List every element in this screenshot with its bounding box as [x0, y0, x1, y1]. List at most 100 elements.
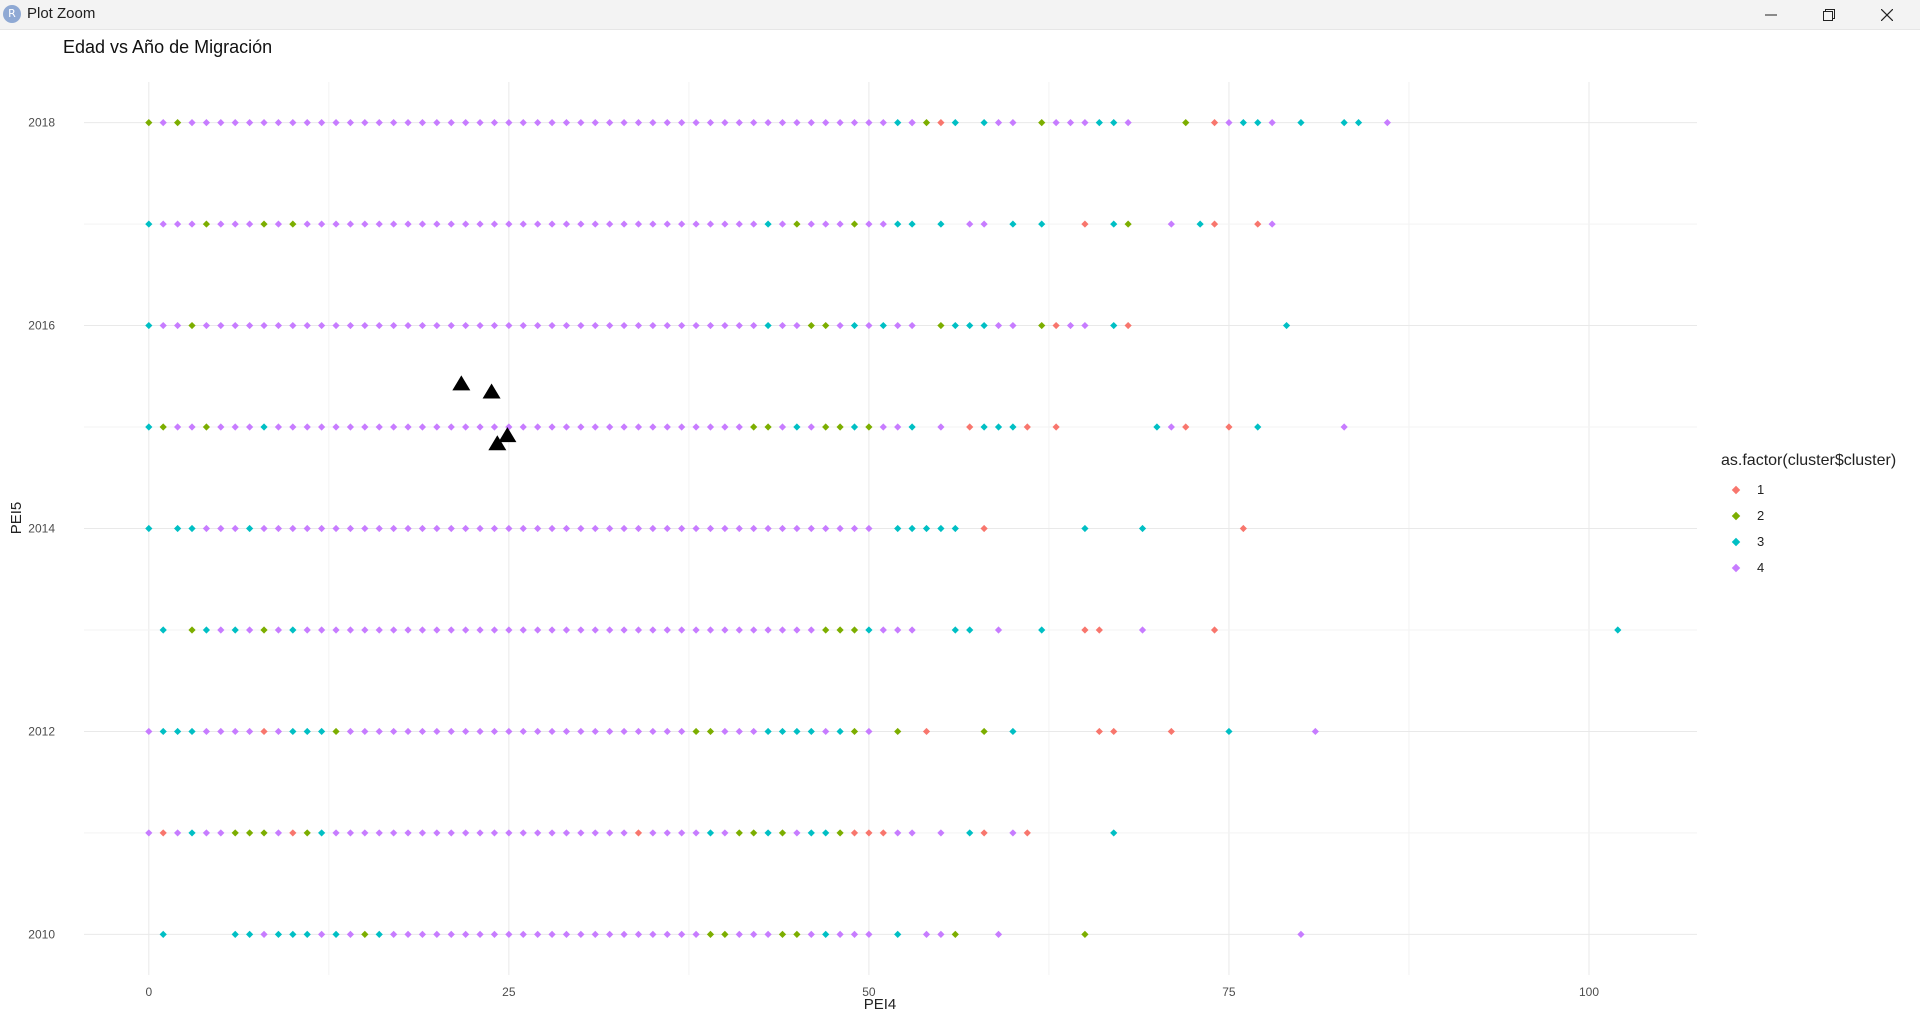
- point-cluster-4: [346, 220, 355, 228]
- point-cluster-2: [188, 321, 196, 330]
- point-cluster-4: [548, 220, 556, 228]
- point-cluster-3: [778, 727, 787, 736]
- point-cluster-4: [649, 524, 657, 533]
- point-cluster-4: [447, 220, 455, 228]
- point-cluster-4: [620, 829, 628, 837]
- point-cluster-2: [980, 727, 988, 736]
- point-cluster-4: [620, 220, 628, 228]
- point-cluster-4: [534, 626, 542, 634]
- legend-label: 3: [1757, 534, 1765, 549]
- point-cluster-2: [332, 727, 340, 736]
- point-cluster-4: [390, 930, 398, 939]
- point-cluster-4: [994, 321, 1003, 330]
- point-cluster-4: [346, 626, 355, 634]
- point-cluster-4: [490, 524, 499, 533]
- point-cluster-4: [534, 829, 542, 837]
- point-cluster-4: [649, 829, 657, 837]
- point-cluster-1: [966, 423, 974, 431]
- point-cluster-4: [361, 727, 369, 736]
- point-cluster-4: [663, 727, 671, 736]
- point-cluster-1: [1254, 220, 1262, 228]
- point-cluster-4: [678, 220, 686, 228]
- point-cluster-4: [908, 626, 916, 634]
- point-cluster-4: [361, 524, 369, 533]
- point-cluster-4: [361, 829, 369, 837]
- point-cluster-4: [418, 626, 427, 634]
- point-cluster-4: [418, 220, 427, 228]
- point-cluster-4: [303, 220, 311, 228]
- point-cluster-4: [1340, 423, 1348, 431]
- point-cluster-4: [865, 220, 873, 228]
- point-cluster-2: [865, 423, 873, 431]
- minimize-button[interactable]: [1742, 0, 1800, 29]
- point-cluster-4: [375, 118, 383, 127]
- point-cluster-4: [159, 220, 167, 228]
- point-cluster-4: [303, 423, 311, 431]
- point-cluster-3: [764, 321, 772, 330]
- point-cluster-4: [692, 524, 700, 533]
- point-cluster-4: [577, 423, 585, 431]
- point-cluster-2: [721, 930, 729, 939]
- point-cluster-2: [735, 829, 743, 837]
- point-cluster-4: [1297, 930, 1305, 939]
- point-cluster-2: [822, 423, 830, 431]
- triangle-marker: [488, 435, 507, 451]
- point-cluster-3: [966, 626, 974, 634]
- point-cluster-4: [620, 930, 628, 939]
- point-cluster-3: [159, 727, 167, 736]
- point-cluster-4: [1225, 118, 1233, 127]
- point-cluster-3: [303, 930, 311, 939]
- point-cluster-1: [1167, 727, 1175, 736]
- point-cluster-2: [1038, 118, 1046, 127]
- point-cluster-4: [678, 524, 686, 533]
- close-button[interactable]: [1858, 0, 1916, 29]
- point-cluster-3: [937, 220, 945, 228]
- point-cluster-4: [346, 423, 355, 431]
- point-cluster-4: [490, 321, 499, 330]
- point-cluster-4: [548, 829, 556, 837]
- point-cluster-4: [318, 626, 326, 634]
- point-cluster-4: [476, 321, 484, 330]
- point-cluster-4: [346, 321, 355, 330]
- point-cluster-3: [980, 321, 988, 330]
- point-cluster-4: [634, 524, 643, 533]
- point-cluster-4: [418, 727, 427, 736]
- point-cluster-4: [692, 321, 700, 330]
- point-cluster-4: [649, 930, 657, 939]
- point-cluster-4: [980, 220, 988, 228]
- point-cluster-4: [476, 626, 484, 634]
- point-cluster-4: [505, 321, 513, 330]
- point-cluster-1: [1124, 321, 1132, 330]
- point-cluster-1: [879, 829, 887, 837]
- point-cluster-4: [577, 829, 585, 837]
- point-cluster-4: [577, 727, 585, 736]
- point-cluster-3: [289, 626, 297, 634]
- point-cluster-3: [1038, 626, 1046, 634]
- point-cluster-4: [706, 118, 715, 127]
- point-cluster-2: [174, 118, 182, 127]
- point-cluster-4: [908, 118, 916, 127]
- point-cluster-4: [562, 321, 571, 330]
- point-cluster-4: [202, 321, 211, 330]
- point-cluster-4: [490, 930, 499, 939]
- point-cluster-4: [490, 423, 499, 431]
- point-cluster-4: [908, 321, 916, 330]
- point-cluster-4: [591, 829, 599, 837]
- point-cluster-4: [922, 930, 931, 939]
- point-cluster-4: [577, 930, 585, 939]
- r-app-icon: R: [3, 5, 21, 23]
- point-cluster-4: [476, 829, 484, 837]
- point-cluster-1: [1081, 626, 1089, 634]
- point-cluster-2: [822, 321, 830, 330]
- point-cluster-2: [1124, 220, 1132, 228]
- point-cluster-4: [894, 423, 902, 431]
- point-cluster-1: [1210, 118, 1219, 127]
- legend-swatch: [1731, 511, 1741, 521]
- point-cluster-4: [778, 118, 787, 127]
- point-cluster-2: [793, 930, 801, 939]
- point-cluster-4: [447, 626, 455, 634]
- point-cluster-4: [649, 321, 657, 330]
- legend-item-2: 2: [1721, 506, 1896, 532]
- restore-button[interactable]: [1800, 0, 1858, 29]
- point-cluster-4: [1081, 118, 1089, 127]
